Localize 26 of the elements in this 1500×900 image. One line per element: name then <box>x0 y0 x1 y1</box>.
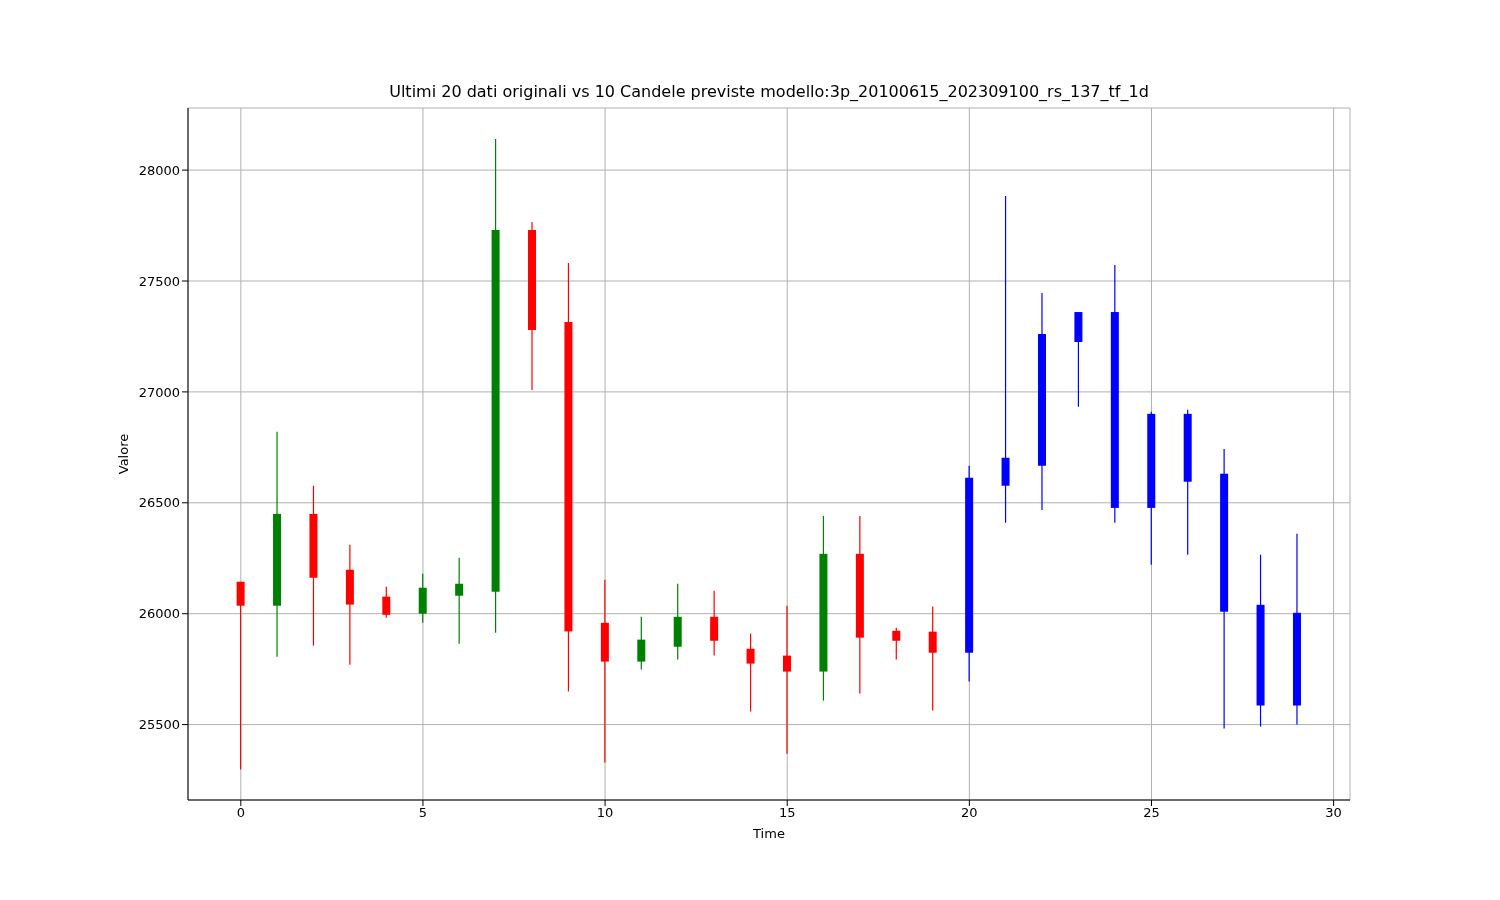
chart-title: Ultimi 20 dati originali vs 10 Candele previste modello:3p_20100615_202309100_rs_137_tf_1d <box>388 82 1150 101</box>
candlestick <box>637 616 646 671</box>
y-tick-label: 25500 <box>138 717 180 733</box>
y-axis-title: Valore <box>115 433 131 475</box>
y-tick-label: 27000 <box>138 384 180 400</box>
candlestick <box>1001 195 1010 524</box>
x-tick-label: 0 <box>236 805 245 821</box>
y-tick-label: 26500 <box>138 495 180 511</box>
x-tick-label: 20 <box>961 805 978 821</box>
candlestick <box>892 627 901 661</box>
x-axis-title: Time <box>752 826 785 841</box>
y-tick-label: 26000 <box>138 606 180 622</box>
x-tick-label: 5 <box>418 805 428 821</box>
x-tick-label: 15 <box>778 805 796 821</box>
x-tick-label: 25 <box>1143 805 1160 821</box>
y-tick-label: 27500 <box>138 273 180 289</box>
candlestick <box>236 581 245 771</box>
x-tick-label: 30 <box>1325 805 1342 821</box>
candlestick <box>746 633 755 713</box>
candlestick <box>710 590 719 657</box>
y-tick-label: 28000 <box>138 162 180 178</box>
candlestick <box>783 605 791 755</box>
candlestick <box>382 586 391 619</box>
x-tick-label: 10 <box>596 805 614 821</box>
candlestick <box>455 557 464 645</box>
candlestick <box>928 605 937 712</box>
